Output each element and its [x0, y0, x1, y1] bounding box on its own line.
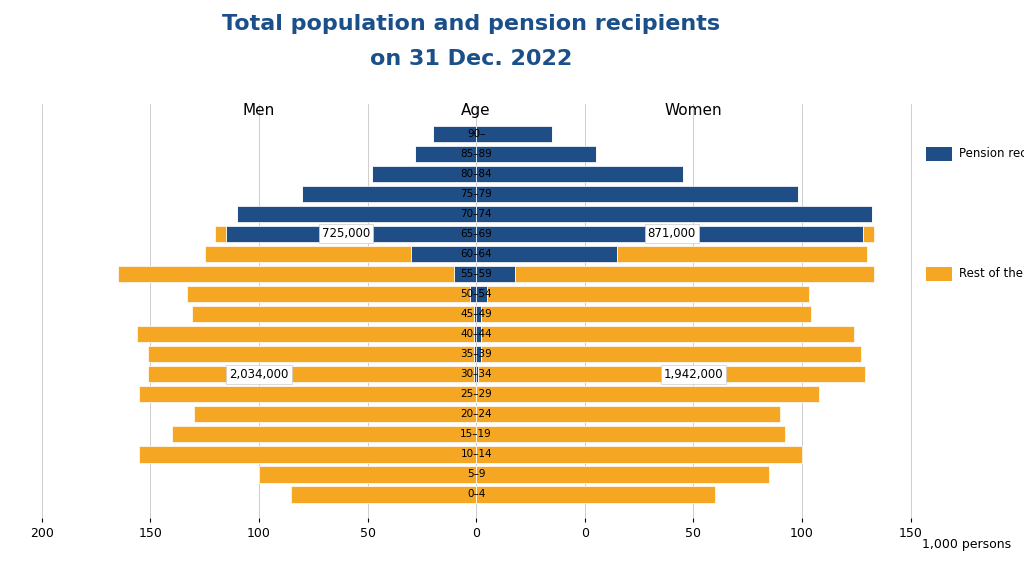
Bar	[476, 346, 480, 362]
Bar	[205, 246, 411, 262]
Bar	[476, 306, 480, 322]
Text: Rest of the population: Rest of the population	[958, 267, 1024, 281]
Bar	[470, 286, 476, 302]
Bar	[411, 246, 476, 262]
Bar	[226, 226, 476, 242]
Bar	[118, 266, 455, 282]
Bar	[194, 406, 476, 422]
Text: 80–84: 80–84	[461, 169, 492, 179]
Bar	[139, 446, 476, 463]
Bar	[292, 486, 476, 503]
Bar	[476, 386, 819, 403]
Text: 90–: 90–	[467, 128, 485, 139]
Text: 45–49: 45–49	[460, 309, 493, 319]
Bar	[476, 126, 552, 142]
Text: Age: Age	[462, 103, 490, 118]
Bar	[474, 326, 476, 342]
Bar	[476, 406, 780, 422]
Bar	[476, 486, 715, 503]
Text: 2,034,000: 2,034,000	[229, 367, 289, 381]
Text: 5–9: 5–9	[467, 469, 485, 479]
Bar	[148, 346, 474, 362]
Text: | 30: | 30	[972, 534, 996, 547]
Bar	[139, 386, 476, 403]
Text: Men: Men	[243, 103, 275, 118]
Bar	[617, 246, 867, 262]
Bar	[478, 366, 865, 382]
Bar	[302, 185, 476, 202]
Bar	[148, 366, 474, 382]
Text: 0–4: 0–4	[467, 490, 485, 499]
Bar	[476, 466, 769, 483]
Bar	[137, 326, 474, 342]
Text: 1,942,000: 1,942,000	[664, 367, 723, 381]
Bar	[238, 206, 476, 222]
Bar	[476, 366, 478, 382]
Bar	[926, 267, 952, 281]
Bar	[474, 306, 476, 322]
Bar	[474, 346, 476, 362]
Bar	[487, 286, 809, 302]
Text: 15–19: 15–19	[460, 429, 493, 439]
Text: Pension recipients: Pension recipients	[958, 147, 1024, 160]
Bar	[476, 206, 871, 222]
Text: on 31 Dec. 2022: on 31 Dec. 2022	[370, 49, 572, 69]
Text: 40–44: 40–44	[461, 329, 492, 339]
Bar	[416, 146, 476, 162]
Text: 65–69: 65–69	[460, 229, 493, 239]
Text: 871,000: 871,000	[647, 228, 696, 240]
Bar	[259, 466, 476, 483]
Text: Women: Women	[665, 103, 722, 118]
Bar	[476, 146, 596, 162]
Text: 725,000: 725,000	[322, 228, 370, 240]
Bar	[191, 306, 474, 322]
Bar	[433, 126, 476, 142]
Bar	[476, 446, 802, 463]
Text: 55–59: 55–59	[460, 269, 493, 279]
Text: 85–89: 85–89	[460, 149, 493, 159]
Text: 25–29: 25–29	[460, 389, 493, 399]
Text: 60–64: 60–64	[461, 249, 492, 259]
Bar	[480, 306, 811, 322]
Bar	[480, 326, 854, 342]
Text: 75–79: 75–79	[460, 189, 493, 199]
Text: 30–34: 30–34	[461, 369, 492, 379]
Bar	[476, 326, 480, 342]
Bar	[476, 426, 784, 442]
Text: 20–24: 20–24	[461, 409, 492, 419]
Bar	[172, 426, 476, 442]
Bar	[476, 226, 863, 242]
Bar	[476, 246, 617, 262]
Text: 70–74: 70–74	[461, 209, 492, 219]
Text: 35–39: 35–39	[460, 349, 493, 359]
Bar	[863, 226, 873, 242]
Bar	[476, 165, 683, 182]
Bar	[476, 286, 487, 302]
Bar	[515, 266, 873, 282]
Bar	[187, 286, 470, 302]
Text: 1,000 persons: 1,000 persons	[922, 539, 1011, 551]
Bar	[926, 147, 952, 161]
Text: 10–14: 10–14	[461, 449, 492, 459]
Text: Total population and pension recipients: Total population and pension recipients	[222, 14, 720, 35]
Text: 50–54: 50–54	[461, 289, 492, 299]
Bar	[455, 266, 476, 282]
Bar	[476, 266, 515, 282]
Bar	[372, 165, 476, 182]
Bar	[215, 226, 226, 242]
Bar	[476, 185, 798, 202]
Bar	[480, 346, 861, 362]
Bar	[474, 366, 476, 382]
